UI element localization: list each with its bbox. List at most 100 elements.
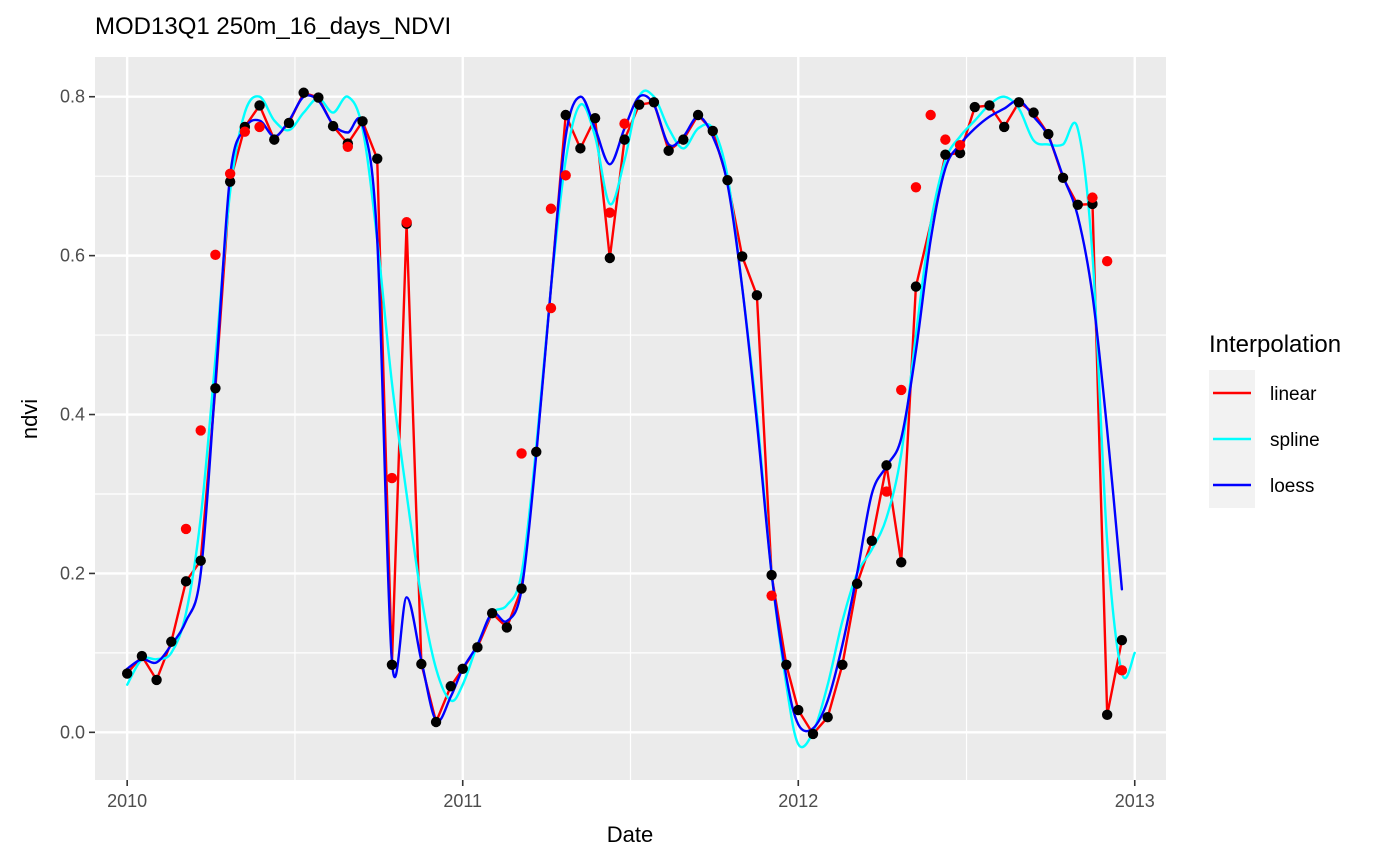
filled-point bbox=[910, 182, 922, 193]
observed-point bbox=[619, 134, 630, 145]
filled-point bbox=[896, 384, 907, 396]
y-tick-label: 0.0 bbox=[60, 722, 85, 742]
filled-point bbox=[195, 425, 206, 436]
legend: Interpolation linear spline loess bbox=[1209, 331, 1341, 508]
observed-point bbox=[807, 728, 819, 740]
observed-point bbox=[692, 109, 704, 121]
legend-title: Interpolation bbox=[1209, 331, 1341, 358]
y-tick-label: 0.6 bbox=[60, 246, 85, 266]
observed-point bbox=[254, 100, 265, 111]
filled-point bbox=[180, 523, 192, 535]
observed-point bbox=[501, 622, 513, 633]
filled-point bbox=[560, 170, 571, 181]
observed-point bbox=[180, 576, 192, 587]
observed-point bbox=[1057, 172, 1069, 183]
legend-label-spline: spline bbox=[1270, 430, 1320, 451]
observed-point bbox=[984, 100, 995, 111]
observed-point bbox=[531, 446, 542, 458]
filled-point bbox=[1087, 192, 1098, 203]
filled-point bbox=[1101, 255, 1113, 267]
observed-point bbox=[430, 716, 442, 728]
axes: 0.0 0.2 0.4 0.6 0.8 2010 2011 2012 2013 bbox=[60, 87, 1155, 811]
observed-point bbox=[751, 290, 763, 301]
observed-point bbox=[837, 659, 848, 670]
observed-point bbox=[678, 134, 689, 145]
x-tick-label: 2012 bbox=[778, 791, 818, 811]
observed-point bbox=[445, 681, 456, 692]
observed-point bbox=[736, 251, 748, 262]
filled-point bbox=[239, 126, 251, 137]
observed-point bbox=[793, 704, 804, 716]
x-tick-label: 2010 bbox=[107, 791, 147, 811]
filled-point bbox=[766, 590, 777, 601]
filled-point bbox=[619, 118, 630, 129]
filled-point bbox=[954, 139, 966, 151]
observed-point bbox=[766, 569, 777, 581]
observed-point bbox=[372, 153, 383, 164]
series-line-spline bbox=[126, 89, 1136, 749]
filled-point bbox=[224, 168, 236, 179]
filled-point bbox=[1116, 665, 1128, 676]
y-tick-label: 0.4 bbox=[60, 405, 85, 425]
observed-point bbox=[298, 87, 309, 98]
observed-point bbox=[940, 149, 951, 160]
observed-point bbox=[663, 145, 674, 156]
data-points bbox=[121, 87, 1128, 740]
observed-point bbox=[136, 650, 148, 662]
observed-point bbox=[781, 659, 792, 670]
x-tick-label: 2013 bbox=[1115, 791, 1155, 811]
observed-point bbox=[121, 668, 133, 679]
observed-point bbox=[648, 97, 660, 108]
legend-label-linear: linear bbox=[1270, 384, 1317, 405]
filled-point bbox=[386, 472, 398, 484]
observed-point bbox=[457, 663, 468, 674]
observed-point bbox=[722, 174, 733, 186]
observed-point bbox=[516, 583, 527, 594]
observed-point bbox=[707, 125, 718, 137]
observed-point bbox=[472, 642, 483, 653]
legend-label-loess: loess bbox=[1270, 476, 1314, 497]
filled-point bbox=[210, 249, 221, 261]
filled-point bbox=[925, 109, 936, 121]
observed-point bbox=[386, 659, 398, 670]
y-tick-label: 0.2 bbox=[60, 563, 85, 583]
observed-point bbox=[269, 134, 280, 145]
observed-point bbox=[1043, 128, 1054, 140]
y-tick-label: 0.8 bbox=[60, 87, 85, 107]
filled-point bbox=[254, 121, 265, 133]
observed-point bbox=[881, 460, 892, 471]
observed-point bbox=[1116, 634, 1128, 646]
observed-point bbox=[822, 712, 833, 723]
observed-point bbox=[851, 578, 863, 589]
observed-point bbox=[151, 674, 162, 686]
filled-point bbox=[881, 486, 892, 497]
observed-point bbox=[896, 557, 907, 568]
observed-point bbox=[313, 92, 324, 103]
observed-point bbox=[416, 658, 427, 670]
filled-point bbox=[342, 141, 354, 152]
filled-point bbox=[401, 217, 412, 228]
y-axis-title: ndvi bbox=[17, 399, 42, 439]
filled-point bbox=[545, 302, 557, 314]
observed-point bbox=[866, 535, 878, 547]
observed-point bbox=[634, 99, 645, 110]
observed-point bbox=[560, 109, 571, 121]
observed-point bbox=[283, 117, 295, 129]
observed-point bbox=[999, 121, 1010, 133]
observed-point bbox=[1072, 199, 1083, 210]
observed-point bbox=[910, 281, 922, 292]
observed-point bbox=[604, 252, 616, 264]
filled-point bbox=[516, 448, 527, 459]
observed-point bbox=[195, 555, 206, 566]
observed-point bbox=[589, 112, 601, 124]
observed-point bbox=[1101, 709, 1113, 721]
observed-point bbox=[486, 607, 498, 619]
observed-point bbox=[327, 120, 339, 132]
observed-point bbox=[357, 116, 368, 127]
x-tick-label: 2011 bbox=[443, 791, 482, 811]
observed-point bbox=[1013, 97, 1025, 108]
observed-point bbox=[224, 176, 236, 187]
observed-point bbox=[575, 143, 586, 154]
series-line-loess bbox=[126, 93, 1124, 733]
